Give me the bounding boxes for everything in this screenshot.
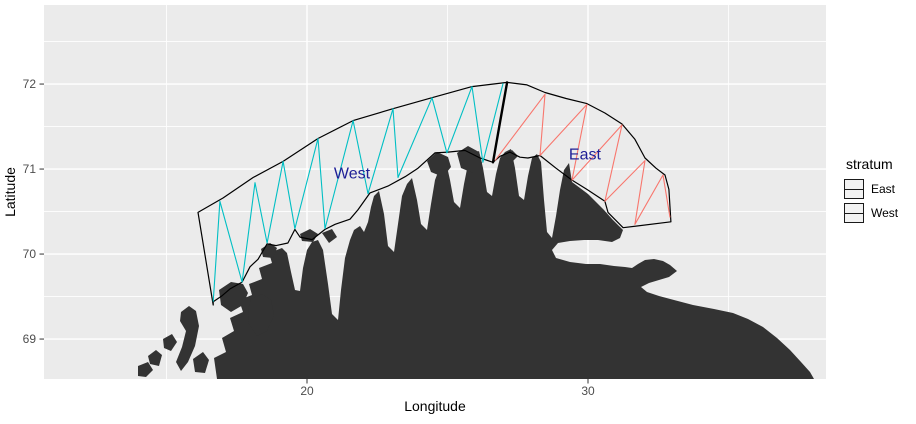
land-island xyxy=(457,146,482,173)
transects-west xyxy=(212,83,504,302)
stratum-boundary-east xyxy=(492,81,672,229)
land-island xyxy=(163,334,177,351)
legend-label-east: East xyxy=(871,181,896,196)
land-island xyxy=(148,350,162,366)
legend-key-east-icon xyxy=(844,178,864,199)
transects-east xyxy=(494,93,671,225)
y-tick-label: 70 xyxy=(23,247,37,261)
x-axis-title: Longitude xyxy=(404,398,466,414)
land-island xyxy=(427,152,451,177)
y-tick-label: 71 xyxy=(23,162,37,176)
legend-label-west: West xyxy=(871,205,899,220)
annotation-west: West xyxy=(334,165,371,182)
legend-key-line xyxy=(845,212,863,214)
legend-item-east: East xyxy=(844,177,898,200)
y-tick-label: 69 xyxy=(23,332,37,346)
legend-key-line xyxy=(845,188,863,190)
legend-item-west: West xyxy=(844,201,898,224)
annotation-east: East xyxy=(569,147,602,164)
land-island xyxy=(138,362,153,377)
legend-title: stratum xyxy=(846,156,893,172)
land-island xyxy=(219,282,248,312)
land-island xyxy=(193,352,209,373)
y-axis-title: Latitude xyxy=(2,167,18,217)
x-tick-label: 20 xyxy=(300,384,314,398)
stratum-boundary-west xyxy=(197,81,508,306)
land-island xyxy=(322,229,337,243)
y-tick-label: 72 xyxy=(23,77,37,91)
legend: stratum East West xyxy=(844,156,898,225)
x-tick-label: 30 xyxy=(581,384,595,398)
land-island xyxy=(176,306,199,371)
stratum-divider xyxy=(491,81,509,164)
land-island xyxy=(248,294,274,336)
legend-key-west-icon xyxy=(844,202,864,223)
land-mainland xyxy=(214,149,814,379)
